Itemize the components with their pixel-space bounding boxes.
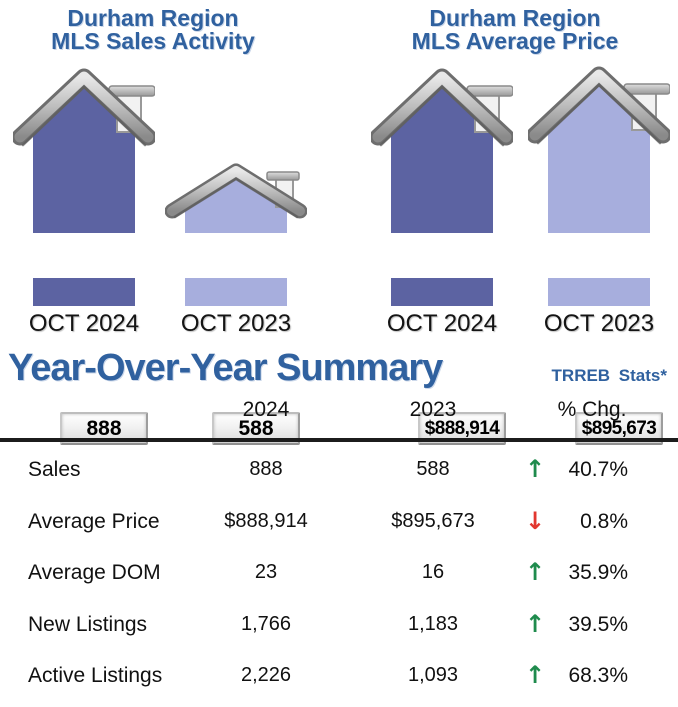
row-label: Active Listings [28, 664, 163, 687]
table-divider [0, 438, 678, 442]
price-2024-house-bar: $888,914 OCT 2024 [371, 60, 513, 445]
row-value-2023: 1,183 [407, 612, 459, 635]
price-2024-label: OCT 2024 [386, 310, 498, 337]
sales-2024-label: OCT 2024 [28, 310, 140, 337]
chimney-cap [266, 171, 300, 181]
trend-arrow-icon: ↑ [524, 455, 546, 483]
row-pct-change: 40.7% [568, 458, 628, 481]
row-pct-change: 39.5% [568, 612, 628, 636]
value-strip: 888 [33, 233, 148, 445]
sales-2023-house-bar: 588 OCT 2023 [165, 60, 307, 445]
chimney-cap [623, 83, 670, 95]
price-chart-title-line2: MLS Average Price [411, 28, 619, 54]
row-value-2023: $895,673 [391, 509, 475, 532]
sales-chart-title-line2: MLS Sales Activity [51, 28, 255, 54]
sales-2024-house-bar: 888 OCT 2024 [13, 60, 155, 445]
row-pct-change: 68.3% [568, 664, 628, 687]
value-strip: $895,673 [548, 233, 663, 445]
table-row-average-dom: Average DOM 23 16 ↑ 35.9% [0, 547, 678, 599]
chimney-cap [108, 85, 155, 97]
house-shape [13, 68, 155, 306]
chimney-cap [466, 85, 513, 97]
column-header-2024: 2024 [242, 398, 290, 421]
table-row-new-listings: New Listings 1,766 1,183 ↑ 39.5% [0, 599, 678, 651]
sales-chart-title-line1: Durham Region [67, 5, 239, 31]
row-value-2024: $888,914 [224, 509, 308, 532]
row-label: Sales [28, 458, 81, 481]
row-value-2023: 588 [416, 458, 450, 480]
trend-arrow-icon: ↓ [524, 506, 546, 535]
row-value-2024: 1,766 [240, 612, 292, 635]
value-strip: $888,914 [391, 233, 506, 445]
row-label: Average Price [28, 509, 160, 533]
column-header-pct-chg: % Chg. [557, 398, 627, 421]
row-value-2024: 888 [249, 458, 283, 480]
price-chart-title-line1: Durham Region [429, 5, 601, 31]
price-chart-title: Durham Region MLS Average Price [360, 7, 670, 53]
table-row-active-listings: Active Listings 2,226 1,093 ↑ 68.3% [0, 650, 678, 702]
row-value-2023: 16 [421, 561, 445, 583]
row-label: Average DOM [28, 561, 161, 584]
row-value-2024: 2,226 [240, 664, 292, 686]
trend-arrow-icon: ↑ [524, 609, 546, 638]
sales-chart-title: Durham Region MLS Sales Activity [0, 7, 308, 53]
yoy-summary-table: Sales 888 588 ↑ 40.7% Average Price $888… [0, 444, 678, 702]
row-value-2024: 23 [254, 561, 278, 583]
row-value-2023: 1,093 [407, 664, 459, 686]
sales-2023-label: OCT 2023 [180, 310, 292, 337]
source-note: TRREB Stats* [551, 366, 667, 385]
house-shape [371, 68, 513, 306]
row-pct-change: 35.9% [568, 561, 628, 584]
row-label: New Listings [28, 612, 148, 636]
column-header-2023: 2023 [409, 398, 457, 421]
price-2023-label: OCT 2023 [543, 310, 655, 337]
table-row-average-price: Average Price $888,914 $895,673 ↓ 0.8% [0, 496, 678, 548]
summary-title: Year-Over-Year Summary [8, 347, 443, 389]
value-strip: 588 [185, 233, 300, 445]
house-shape [165, 163, 307, 306]
table-row-sales: Sales 888 588 ↑ 40.7% [0, 444, 678, 496]
trend-arrow-icon: ↑ [524, 558, 546, 586]
row-pct-change: 0.8% [580, 509, 628, 533]
price-2023-house-bar: $895,673 OCT 2023 [528, 60, 670, 445]
house-shape [528, 66, 670, 306]
trend-arrow-icon: ↑ [524, 661, 546, 689]
